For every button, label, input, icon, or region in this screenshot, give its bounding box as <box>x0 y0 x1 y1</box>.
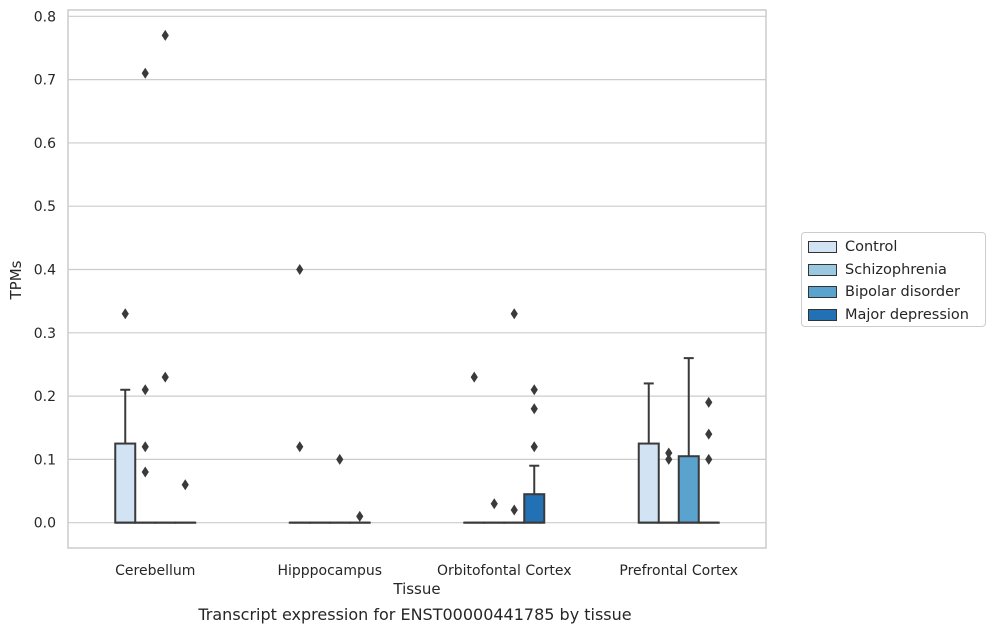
y-tick-label: 0.6 <box>34 136 56 152</box>
legend-label: Bipolar disorder <box>845 284 960 301</box>
outlier-point <box>490 498 498 510</box>
legend-item: Major depression <box>808 304 985 327</box>
outlier-point <box>530 441 538 453</box>
x-tick-label: Prefrontal Cortex <box>619 563 738 579</box>
box <box>637 442 660 524</box>
y-tick-label: 0.1 <box>34 452 56 468</box>
outlier-point <box>161 29 169 41</box>
outlier-point <box>705 396 713 408</box>
outlier-point <box>141 441 149 453</box>
y-tick-label: 0.4 <box>34 263 56 279</box>
y-tick-label: 0.8 <box>34 9 56 25</box>
outlier-point <box>665 453 673 465</box>
outlier-point <box>181 479 189 491</box>
box <box>523 493 546 524</box>
outlier-point <box>336 453 344 465</box>
box-marks <box>114 29 720 524</box>
outlier-point <box>705 453 713 465</box>
x-tick-label: Orbitofontal Cortex <box>437 563 572 579</box>
y-axis-title: TPMs <box>7 260 25 300</box>
y-tick-label: 0.7 <box>34 73 56 89</box>
outlier-point <box>510 504 518 516</box>
legend-swatch <box>808 263 837 276</box>
y-tick-label: 0.0 <box>34 516 56 532</box>
x-tick-labels: Cerebellum Hipppocampus Orbitofontal Corte… <box>115 563 738 579</box>
outlier-point <box>705 428 713 440</box>
grid-lines <box>68 15 766 524</box>
y-tick-label: 0.2 <box>34 389 56 405</box>
outlier-point <box>161 371 169 383</box>
outlier-point <box>141 67 149 79</box>
chart-caption: Transcript expression for ENST0000044178… <box>198 605 632 624</box>
outlier-point <box>296 264 304 276</box>
legend-swatch <box>808 241 837 254</box>
outlier-point <box>141 384 149 396</box>
y-tick-label: 0.5 <box>34 199 56 215</box>
box <box>114 442 137 524</box>
outlier-point <box>121 308 129 320</box>
y-tick-label: 0.3 <box>34 326 56 342</box>
x-axis-title: Tissue <box>392 580 440 598</box>
outlier-point <box>356 510 364 522</box>
x-tick-label: Cerebellum <box>115 563 195 579</box>
outlier-point <box>530 384 538 396</box>
legend-label: Major depression <box>845 306 969 323</box>
legend-label: Control <box>845 239 898 256</box>
legend-item: Schizophrenia <box>808 259 985 282</box>
outlier-point <box>665 447 673 459</box>
y-tick-labels: 0.0 0.1 0.2 0.3 0.4 0.5 0.6 0.7 0.8 <box>34 9 56 531</box>
legend-item: Control <box>808 236 985 259</box>
box <box>677 455 700 524</box>
x-tick-label: Hipppocampus <box>277 563 382 579</box>
outlier-point <box>296 441 304 453</box>
legend-item: Bipolar disorder <box>808 281 985 304</box>
plot-frame <box>67 9 767 549</box>
legend-swatch <box>808 308 837 321</box>
legend-swatch <box>808 286 837 299</box>
legend-label: Schizophrenia <box>845 261 947 278</box>
outlier-point <box>141 466 149 478</box>
outlier-point <box>470 371 478 383</box>
outlier-point <box>510 308 518 320</box>
outlier-point <box>530 403 538 415</box>
legend: Control Schizophrenia Bipolar disorder Majo… <box>801 232 986 327</box>
